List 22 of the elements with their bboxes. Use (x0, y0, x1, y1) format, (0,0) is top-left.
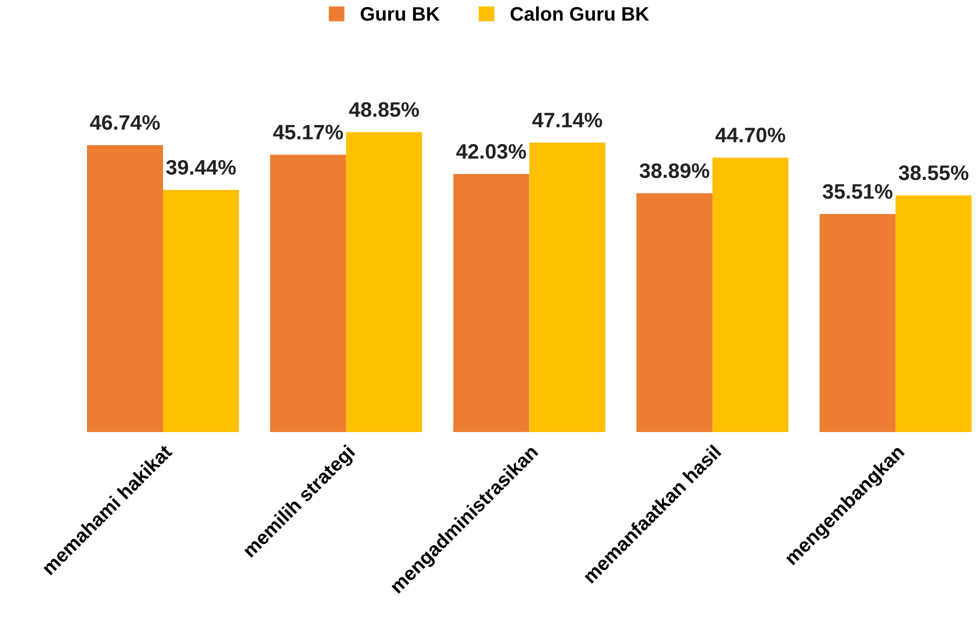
bar (270, 154, 346, 432)
bar (820, 214, 896, 432)
data-label: 42.03% (456, 144, 526, 159)
legend-label: Calon Guru BK (510, 6, 650, 21)
bar (529, 142, 606, 432)
bar (896, 195, 972, 432)
data-label: 47.14% (532, 112, 602, 128)
data-label: 39.44% (166, 160, 236, 175)
data-label: 45.17% (273, 124, 343, 140)
bar (163, 190, 240, 432)
bar (712, 158, 788, 432)
bar (346, 132, 422, 432)
data-label: 44.70% (715, 128, 786, 142)
bar (636, 193, 712, 432)
data-label: 38.89% (640, 163, 710, 178)
legend-label: Guru BK (360, 7, 440, 21)
data-label: 38.55% (898, 165, 968, 180)
data-label: 46.74% (90, 115, 160, 130)
data-label: 35.51% (822, 184, 892, 199)
bar (453, 174, 530, 432)
data-label: 48.85% (349, 102, 419, 117)
bar (86, 145, 163, 432)
